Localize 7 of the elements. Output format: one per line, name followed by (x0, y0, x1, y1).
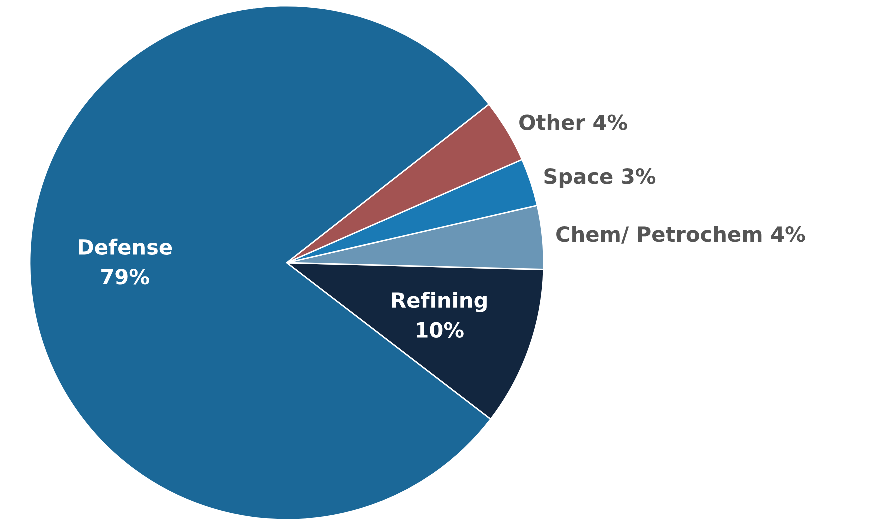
slice-label: Chem/ Petrochem 4% (556, 226, 806, 244)
slice-label: Space 3% (544, 168, 656, 188)
data-label: 79% (102, 268, 150, 285)
data-label: 10% (417, 322, 464, 338)
slice-label: Defense (79, 238, 172, 256)
slice-label: Refining (392, 292, 487, 312)
slice-label: Other 4% (520, 114, 628, 130)
